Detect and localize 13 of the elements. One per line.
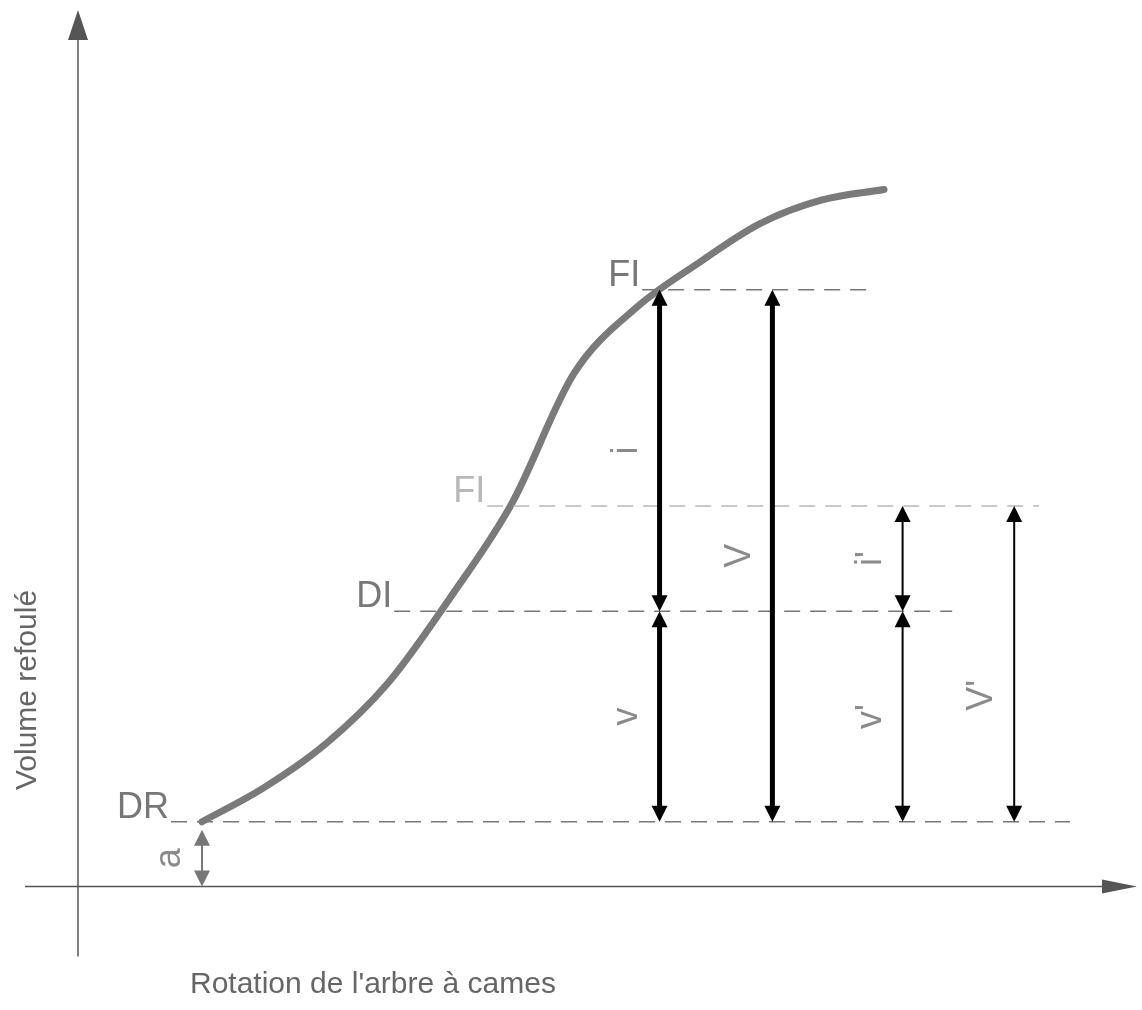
annotation: v — [604, 707, 646, 726]
x-axis-title: Rotation de l'arbre à cames — [190, 966, 556, 1000]
y-axis-title: Volume refoulé — [9, 589, 43, 791]
annotation: i' — [847, 551, 889, 567]
annotation: V — [717, 543, 759, 568]
ref-line-label: FI — [453, 468, 486, 510]
annotation: V' — [959, 679, 1001, 711]
annotation: i — [604, 446, 646, 455]
ref-line-label: FI — [608, 252, 641, 294]
ref-line-label: DI — [356, 574, 393, 616]
annotation: v' — [847, 704, 889, 729]
annotation: a — [146, 847, 188, 869]
ref-line-label: DR — [117, 784, 169, 826]
